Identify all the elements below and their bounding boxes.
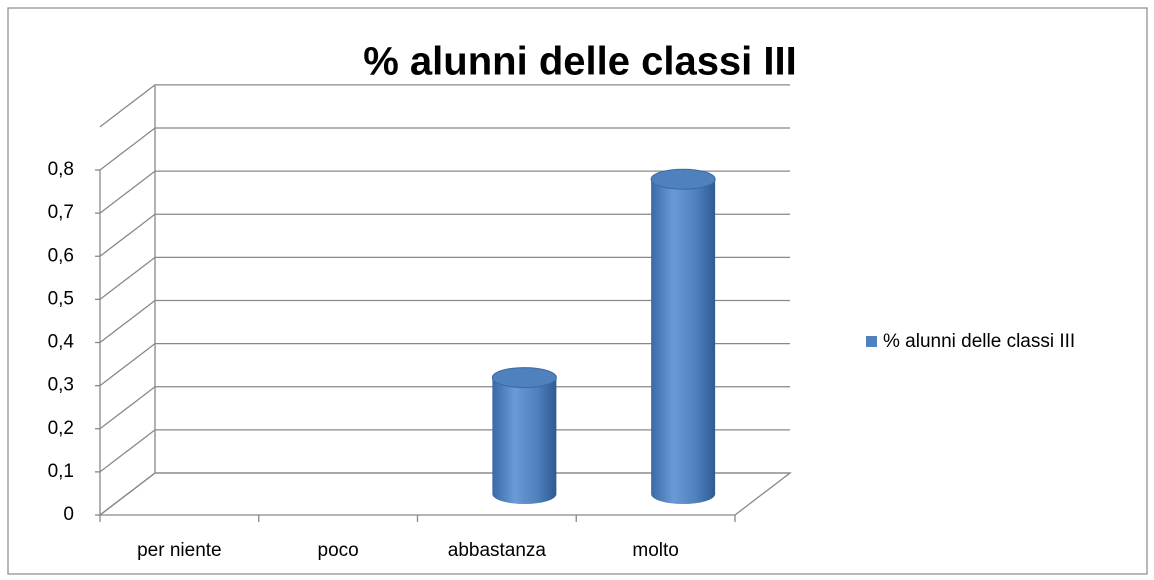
grid-line bbox=[99, 386, 790, 430]
chart-border bbox=[7, 7, 1148, 575]
x-tick-label: abbastanza bbox=[448, 540, 547, 561]
x-tick-label: molto bbox=[632, 540, 678, 561]
y-tick-label: 0,3 bbox=[48, 375, 74, 396]
y-tick-label: 0,2 bbox=[48, 418, 74, 439]
grid-line bbox=[99, 429, 790, 473]
grid-line bbox=[99, 299, 790, 344]
y-tick-label: 0 bbox=[63, 504, 74, 525]
grid-line bbox=[99, 127, 790, 171]
grid-line bbox=[99, 170, 790, 214]
cylinder-top bbox=[491, 367, 557, 389]
y-tick-label: 0,4 bbox=[48, 332, 75, 353]
wall-top bbox=[99, 84, 790, 128]
grid-line bbox=[99, 342, 790, 387]
cylinder-top bbox=[650, 168, 716, 190]
x-tick-label: poco bbox=[318, 540, 359, 561]
legend-label: % alunni delle classi III bbox=[883, 331, 1075, 352]
y-tick-label: 0,8 bbox=[48, 159, 74, 180]
grid-line bbox=[99, 213, 790, 257]
cylinder bbox=[651, 179, 716, 504]
cylinder bbox=[492, 377, 557, 504]
y-tick-label: 0,7 bbox=[48, 202, 74, 223]
grid-line bbox=[99, 256, 790, 300]
y-tick-label: 0,6 bbox=[48, 245, 74, 266]
y-tick-label: 0,1 bbox=[48, 461, 74, 482]
x-tick-label: per niente bbox=[137, 540, 222, 561]
y-tick-label: 0,5 bbox=[48, 288, 74, 309]
chart-title: % alunni delle classi III bbox=[363, 40, 797, 84]
grid-line bbox=[99, 472, 790, 516]
legend-swatch bbox=[866, 336, 877, 347]
